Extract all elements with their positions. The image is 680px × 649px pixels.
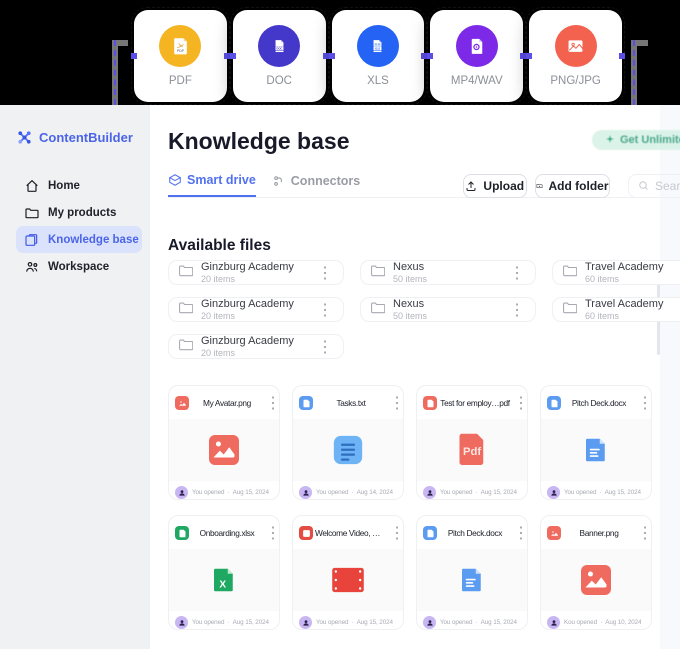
svg-text:X: X xyxy=(219,580,226,591)
svg-text:PDF: PDF xyxy=(177,49,185,53)
svg-text:DOC: DOC xyxy=(276,46,282,50)
svg-text:XLS: XLS xyxy=(375,46,380,50)
svg-text:Pdf: Pdf xyxy=(463,446,481,458)
